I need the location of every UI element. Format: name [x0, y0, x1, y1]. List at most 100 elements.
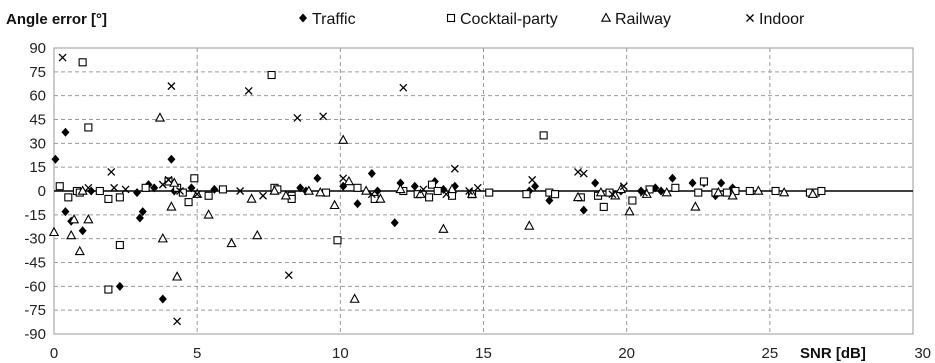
- point-traffic-38: [657, 186, 666, 196]
- point-railway-23: [349, 293, 360, 303]
- legend-label-indoor: Indoor: [759, 11, 805, 28]
- point-railway-3: [74, 245, 85, 256]
- point-traffic-2: [61, 207, 70, 217]
- point-railway-28: [438, 223, 449, 233]
- point-cocktail-party-51: [731, 186, 740, 196]
- point-railway-42: [753, 185, 764, 195]
- y-axis-label: Angle error [°]: [6, 11, 107, 28]
- series-indoor: [58, 53, 648, 326]
- point-indoor-0: [58, 53, 67, 62]
- point-indoor-30: [639, 188, 648, 197]
- point-cocktail-party-30: [425, 193, 434, 202]
- point-railway-38: [661, 186, 672, 197]
- point-indoor-23: [465, 187, 474, 195]
- y-tick-label-8: -30: [24, 231, 46, 248]
- point-cocktail-party-47: [694, 188, 703, 197]
- point-railway-32: [572, 191, 584, 202]
- point-cocktail-party-9: [115, 193, 124, 202]
- point-railway-19: [315, 186, 326, 197]
- point-cocktail-party-50: [722, 188, 731, 197]
- point-indoor-25: [528, 175, 537, 184]
- point-railway-43: [779, 186, 790, 197]
- point-railway-16: [269, 185, 280, 195]
- point-indoor-4: [121, 185, 130, 194]
- point-traffic-17: [296, 183, 305, 193]
- point-cocktail-party-33: [447, 191, 457, 200]
- point-indoor-8: [173, 317, 182, 326]
- point-railway-21: [338, 134, 349, 144]
- point-railway-29: [446, 183, 458, 194]
- point-cocktail-party-6: [95, 186, 104, 196]
- point-indoor-28: [608, 190, 617, 199]
- point-railway-27: [415, 188, 426, 198]
- point-indoor-5: [158, 180, 167, 189]
- y-tick-label-6: 0: [38, 183, 46, 200]
- point-railway-9: [169, 177, 180, 187]
- point-indoor-3: [110, 183, 119, 192]
- point-cocktail-party-37: [539, 131, 548, 140]
- y-tick-label-11: -75: [24, 302, 46, 319]
- point-traffic-31: [531, 181, 540, 191]
- series-cocktail-party: [55, 58, 826, 294]
- point-traffic-43: [717, 178, 726, 188]
- point-traffic-9: [138, 207, 147, 217]
- point-cocktail-party-39: [551, 190, 560, 199]
- point-railway-12: [203, 209, 214, 219]
- point-indoor-7: [167, 82, 176, 91]
- x-axis-label: SNR [dB]: [800, 345, 866, 362]
- point-traffic-4: [78, 226, 87, 236]
- point-railway-39: [690, 201, 701, 211]
- point-indoor-2: [107, 167, 116, 176]
- point-traffic-11: [150, 183, 159, 193]
- y-tick-label-3: 45: [29, 112, 46, 129]
- point-indoor-13: [259, 191, 267, 200]
- point-cocktail-party-18: [218, 185, 227, 194]
- point-traffic-1: [61, 127, 70, 137]
- point-cocktail-party-45: [645, 185, 654, 194]
- point-cocktail-party-31: [427, 180, 437, 189]
- point-indoor-26: [574, 167, 582, 176]
- point-cocktail-party-56: [817, 186, 826, 196]
- point-indoor-18: [367, 190, 376, 199]
- point-cocktail-party-12: [164, 177, 173, 186]
- legend-marker-railway: [600, 12, 612, 22]
- point-traffic-22: [367, 169, 376, 179]
- point-indoor-20: [419, 185, 428, 194]
- point-cocktail-party-43: [605, 188, 614, 197]
- y-tick-label-9: -45: [24, 255, 46, 272]
- point-traffic-19: [313, 173, 322, 183]
- point-railway-14: [246, 193, 257, 203]
- point-cocktail-party-32: [433, 186, 442, 196]
- point-cocktail-party-10: [115, 240, 124, 250]
- y-tick-label-4: 30: [29, 135, 46, 152]
- series-traffic: [51, 127, 820, 304]
- point-traffic-7: [133, 188, 142, 198]
- point-railway-1: [66, 229, 77, 240]
- point-cocktail-party-52: [745, 186, 754, 196]
- point-cocktail-party-19: [267, 70, 276, 80]
- point-indoor-1: [84, 183, 93, 192]
- legend-item-railway: Railway: [600, 11, 671, 28]
- point-railway-8: [166, 201, 177, 211]
- point-indoor-29: [619, 182, 628, 191]
- point-railway-20: [329, 199, 340, 210]
- point-railway-24: [360, 185, 372, 195]
- point-railway-6: [154, 112, 166, 122]
- y-tick-label-5: 15: [29, 159, 46, 176]
- point-railway-22: [343, 175, 355, 186]
- point-indoor-22: [450, 164, 459, 173]
- legend-marker-indoor: [746, 14, 754, 22]
- point-cocktail-party-35: [485, 188, 494, 197]
- point-railway-33: [595, 186, 607, 197]
- x-tick-labels: 0 5 10 15 20 25 30: [50, 345, 931, 362]
- y-tick-label-7: -15: [24, 207, 46, 224]
- point-railway-26: [395, 183, 406, 194]
- point-traffic-40: [688, 178, 697, 188]
- point-traffic-34: [591, 178, 600, 188]
- point-traffic-0: [51, 154, 60, 164]
- point-indoor-24: [473, 183, 482, 192]
- point-traffic-21: [353, 199, 362, 209]
- legend-label-cocktail-party: Cocktail-party: [460, 11, 558, 28]
- legend-label-railway: Railway: [615, 11, 671, 28]
- point-indoor-15: [293, 113, 302, 122]
